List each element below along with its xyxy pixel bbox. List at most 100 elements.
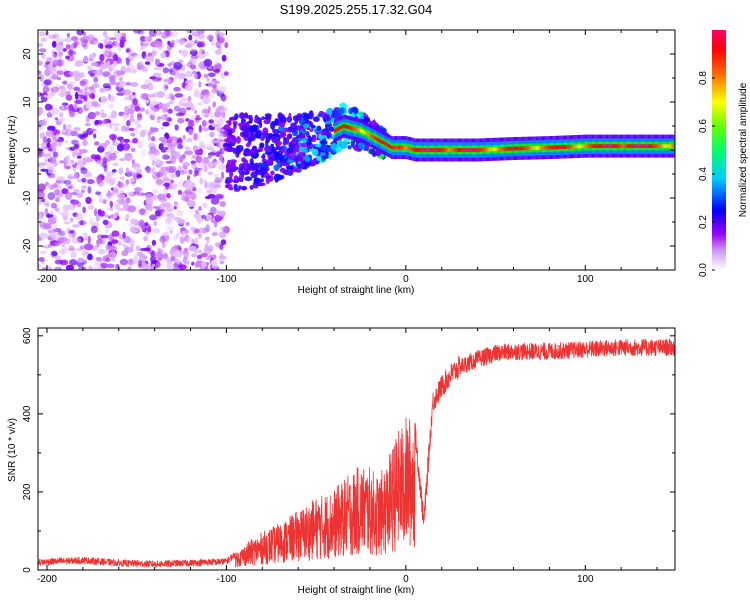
spectrogram-ridge-cell [422, 148, 424, 152]
spectrogram-noise-blob [61, 243, 66, 248]
spectrogram-noise-blob [90, 225, 98, 234]
spectrogram-noise-blob [38, 107, 44, 115]
spectrogram-ridge-cell [634, 144, 636, 148]
spectrogram-noise-blob [60, 230, 66, 237]
spectrogram-noise-blob [78, 266, 87, 270]
spectrogram-noise-blob [63, 123, 66, 130]
spectrogram-ytick-label: 20 [22, 48, 33, 60]
spectrogram-ridge-cell [600, 144, 602, 148]
spectrogram-ridge-cell [420, 148, 422, 152]
spectrogram-noise-blob [170, 94, 175, 101]
spectrogram-transition-blob [265, 175, 271, 179]
spectrogram-ridge-cell [366, 131, 368, 136]
spectrogram-noise-blob [48, 34, 56, 39]
spectrogram-noise-blob [166, 226, 175, 231]
spectrogram-noise-blob [92, 40, 100, 45]
spectrogram-noise-blob [84, 243, 94, 251]
spectrogram-noise-blob [52, 33, 60, 39]
spectrogram-noise-blob [38, 257, 45, 262]
spectrogram-ytick-label: 10 [22, 96, 33, 108]
spectrogram-ridge-cell [576, 144, 578, 149]
spectrogram-ridge-cell [393, 145, 395, 150]
spectrogram-noise-blob [149, 76, 157, 80]
spectrogram-noise-blob [38, 263, 42, 268]
spectrogram-noise-blob [68, 230, 75, 234]
spectrogram-noise-blob [47, 236, 52, 241]
spectrogram-noise-blob [74, 91, 79, 100]
spectrogram-ridge-cell [356, 127, 358, 132]
spectrogram-noise-blob [133, 165, 141, 171]
spectrogram-noise-blob [112, 187, 119, 193]
spectrogram-noise-blob [127, 258, 134, 266]
spectrogram-noise-blob [87, 186, 92, 194]
spectrogram-noise-blob [108, 74, 116, 81]
spectrogram-noise-blob [206, 239, 210, 244]
spectrogram-noise-blob [95, 191, 101, 196]
spectrogram-noise-blob [102, 119, 107, 125]
spectrogram-noise-blob [209, 206, 217, 215]
spectrogram-transition-blob [292, 115, 299, 122]
spectrogram-noise-blob [204, 195, 212, 200]
spectrogram-noise-blob [110, 214, 115, 219]
snr-ytick-label: 0 [22, 567, 33, 573]
spectrogram-transition-blob [270, 121, 275, 130]
spectrogram-noise-blob [48, 62, 54, 69]
spectrogram-ridge-cell [569, 144, 571, 149]
spectrogram-noise-blob [64, 140, 69, 144]
spectrogram-transition-blob [339, 141, 348, 149]
spectrogram-noise-blob [38, 60, 44, 66]
spectrogram-noise-blob [150, 266, 155, 270]
spectrogram-noise-blob [203, 51, 209, 57]
spectrogram-ridge-cell [671, 144, 673, 148]
spectrogram-transition-blob [330, 117, 335, 123]
spectrogram-ridge-cell [578, 144, 580, 149]
spectrogram-transition-blob [368, 148, 375, 155]
spectrogram-ridge-cell [428, 148, 430, 152]
spectrogram-noise-blob [95, 119, 103, 125]
spectrogram-noise-blob [75, 212, 84, 221]
spectrogram-transition-blob [302, 123, 310, 129]
spectrogram-noise-blob [83, 96, 87, 101]
spectrogram-transition-blob [232, 147, 237, 154]
spectrogram-noise-blob [98, 210, 106, 217]
spectrogram-noise-blob [165, 213, 170, 217]
spectrogram-noise-blob [187, 200, 196, 208]
spectrogram-ridge-cell [651, 144, 653, 148]
spectrogram-noise-blob [122, 89, 132, 96]
spectrogram-noise-blob [65, 165, 71, 170]
spectrogram-ridge-cell [485, 147, 487, 152]
spectrogram-noise-blob [113, 263, 117, 267]
spectrogram-noise-blob [64, 73, 71, 78]
spectrogram-noise-blob [117, 181, 125, 189]
spectrogram-noise-blob [83, 171, 93, 178]
spectrogram-noise-blob [114, 40, 120, 48]
spectrogram-noise-blob [90, 40, 94, 45]
spectrogram-ridge-cell [622, 144, 624, 148]
spectrogram-noise-blob [141, 224, 147, 231]
spectrogram-ridge-cell [489, 147, 491, 152]
spectrogram-noise-blob [126, 120, 131, 127]
spectrogram-noise-blob [221, 111, 226, 118]
spectrogram-noise-blob [102, 219, 109, 225]
spectrogram-noise-blob [212, 68, 221, 73]
spectrogram-noise-blob [110, 110, 118, 119]
spectrogram-ridge-cell [575, 144, 577, 149]
spectrogram-noise-blob [73, 203, 77, 208]
spectrogram-noise-blob [165, 166, 174, 174]
spectrogram-noise-blob [207, 105, 211, 114]
spectrogram-transition-blob [287, 165, 294, 171]
spectrogram-noise-blob [211, 87, 218, 94]
spectrogram-noise-blob [203, 73, 209, 78]
snr-y-ticks: 0 200 400 600 [22, 327, 675, 573]
spectrogram-transition-blob [246, 163, 252, 170]
spectrogram-noise-blob [52, 59, 61, 66]
spectrogram-noise-blob [47, 111, 52, 117]
spectrogram-transition-blob [280, 147, 286, 152]
spectrogram-ytick-label: -10 [22, 190, 33, 205]
spectrogram-noise-blob [82, 250, 87, 257]
spectrogram-noise-blob [51, 73, 59, 80]
spectrogram-ridge-cell [475, 148, 477, 152]
spectrogram-ridge-cell [482, 147, 484, 152]
spectrogram-noise-blob [120, 125, 127, 132]
spectrogram-noise-blob [191, 227, 199, 235]
